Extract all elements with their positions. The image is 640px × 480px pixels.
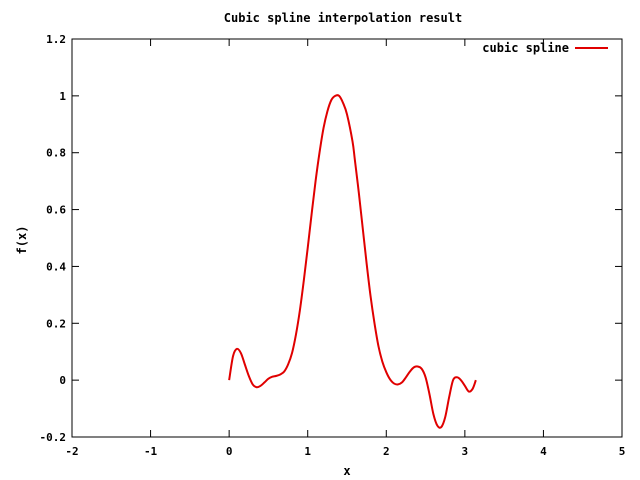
x-tick-label: 4 [540, 445, 547, 458]
y-tick-label: 0 [59, 374, 66, 387]
x-tick-labels: -2 -1 0 1 2 3 4 5 [65, 445, 625, 458]
y-axis-label: f(x) [15, 226, 29, 255]
x-tick-label: 3 [462, 445, 469, 458]
chart-title: Cubic spline interpolation result [224, 11, 462, 25]
plot-frame [71, 38, 623, 438]
x-tick-label: 5 [619, 445, 626, 458]
x-tick-label: 1 [304, 445, 311, 458]
y-tick-label: 0.6 [46, 204, 66, 217]
x-tick-label: 2 [383, 445, 390, 458]
axis-ticks [72, 39, 622, 437]
y-tick-label: -0.2 [40, 431, 67, 444]
y-tick-labels: -0.2 0 0.2 0.4 0.6 0.8 1 1.2 [40, 33, 67, 444]
x-tick-label: -2 [65, 445, 78, 458]
y-tick-label: 0.2 [46, 317, 66, 330]
x-tick-label: -1 [144, 445, 158, 458]
y-tick-label: 1 [59, 90, 66, 103]
series-line-0 [228, 94, 477, 429]
series-group [228, 94, 477, 429]
y-tick-label: 0.8 [46, 147, 66, 160]
y-tick-label: 0.4 [46, 260, 66, 273]
x-tick-label: 0 [226, 445, 233, 458]
legend: cubic spline [482, 41, 608, 55]
legend-label: cubic spline [482, 41, 569, 55]
y-tick-label: 1.2 [46, 33, 66, 46]
x-axis-label: x [343, 464, 350, 478]
